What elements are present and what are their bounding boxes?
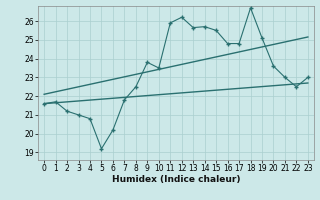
X-axis label: Humidex (Indice chaleur): Humidex (Indice chaleur) [112,175,240,184]
